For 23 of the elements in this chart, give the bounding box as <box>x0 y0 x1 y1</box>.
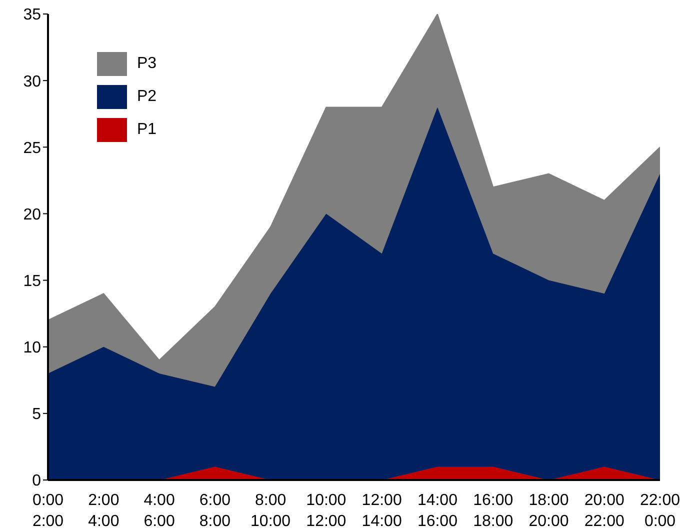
x-tick-label: 12:00 14:00 <box>362 492 402 529</box>
y-tick-label: 30 <box>23 73 42 90</box>
x-tick-label: 14:00 16:00 <box>417 492 458 529</box>
x-tick-label: 8:00 10:00 <box>250 492 291 529</box>
y-tick-label: 10 <box>23 340 42 357</box>
legend-label: P1 <box>137 121 157 139</box>
x-tick-label: 22:00 0:00 <box>640 492 680 529</box>
y-tick-label: 20 <box>23 206 42 224</box>
legend-label: P2 <box>137 88 157 106</box>
x-tick-label: 0:00 2:00 <box>32 492 64 529</box>
y-tick-label: 0 <box>32 472 42 490</box>
x-tick-label: 10:00 12:00 <box>306 492 346 529</box>
x-tick-label: 16:00 18:00 <box>473 492 514 529</box>
y-tick-label: 5 <box>32 406 42 424</box>
y-tick-label: 15 <box>23 272 42 290</box>
x-tick-label: 6:00 8:00 <box>199 492 231 529</box>
legend-label: P3 <box>137 55 157 73</box>
y-tick-label: 25 <box>23 140 42 157</box>
x-tick-label: 2:00 4:00 <box>88 492 120 529</box>
x-tick-label: 18:00 20:00 <box>528 492 569 529</box>
y-tick-label: 35 <box>23 6 42 24</box>
x-tick-label: 4:00 6:00 <box>144 492 175 529</box>
x-tick-label: 20:00 22:00 <box>584 492 624 529</box>
